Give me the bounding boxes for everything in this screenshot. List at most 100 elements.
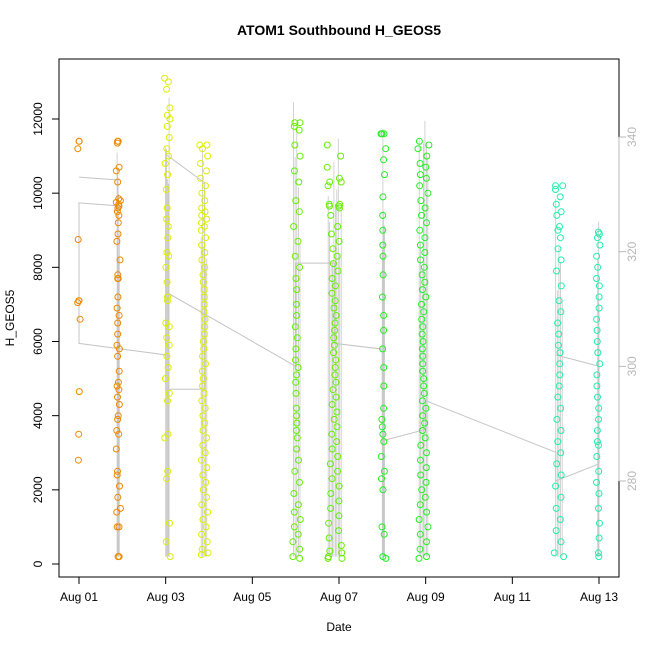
data-point (292, 345, 300, 353)
data-point (202, 234, 210, 242)
x-tick-label: Aug 13 (580, 590, 618, 604)
data-point (164, 297, 171, 305)
data-point (74, 299, 82, 307)
data-point (202, 167, 210, 175)
data-point (289, 538, 297, 546)
data-point (416, 545, 424, 553)
data-point (334, 223, 342, 230)
data-point (333, 423, 341, 431)
data-point (202, 360, 209, 368)
data-point (296, 119, 304, 127)
data-point (329, 260, 337, 268)
data-point (76, 315, 84, 323)
data-point (378, 130, 386, 138)
data-point (553, 211, 561, 219)
data-point (114, 293, 122, 301)
x-tick-label: Aug 05 (233, 590, 271, 604)
data-point (199, 338, 207, 345)
data-point (198, 501, 206, 509)
data-point (421, 204, 429, 212)
data-point (74, 236, 82, 243)
data-point (201, 404, 209, 412)
data-point (296, 545, 304, 553)
data-point (296, 263, 304, 271)
data-point (163, 145, 171, 153)
data-point (414, 145, 422, 153)
data-point (197, 226, 205, 234)
data-point (559, 182, 567, 190)
y-tick-label: 6000 (31, 328, 45, 355)
data-point (202, 523, 210, 531)
data-point (113, 139, 121, 147)
data-point (595, 490, 603, 497)
data-point (165, 152, 172, 160)
data-point (198, 145, 206, 153)
data-point (115, 401, 123, 408)
right-tick-label: 300 (625, 356, 639, 376)
data-point (422, 293, 430, 301)
flight-track-lines (200, 148, 208, 557)
data-point (292, 275, 300, 282)
data-point (328, 275, 336, 282)
data-point (419, 323, 427, 331)
data-point (291, 323, 299, 331)
data-point (557, 538, 565, 546)
data-point (416, 226, 424, 234)
data-point (204, 508, 212, 516)
data-point (419, 352, 427, 360)
chart-title: ATOM1 Southbound H_GEOS5 (237, 22, 441, 38)
data-point (379, 430, 387, 438)
data-point (163, 278, 171, 286)
data-point (378, 423, 386, 431)
data-point (293, 371, 301, 379)
x-axis-label: Date (326, 620, 352, 634)
data-point (198, 256, 206, 264)
data-point (162, 186, 170, 193)
data-point (416, 171, 424, 179)
data-point (163, 334, 171, 342)
data-point (333, 438, 341, 446)
data-point (380, 438, 388, 446)
data-point (114, 271, 122, 279)
data-point (379, 345, 387, 353)
data-point (557, 493, 565, 501)
data-point (164, 293, 171, 301)
data-point (294, 237, 302, 245)
data-point (290, 122, 298, 130)
data-point (296, 478, 303, 486)
data-point (327, 211, 335, 219)
data-point (165, 323, 173, 331)
data-point (553, 267, 560, 275)
data-point (115, 430, 123, 438)
data-point (114, 319, 122, 327)
data-point (203, 141, 211, 149)
data-point (293, 286, 301, 294)
data-point (201, 263, 209, 271)
data-point (166, 519, 173, 527)
background-line-layer (78, 97, 600, 557)
data-point (163, 475, 171, 483)
data-point (422, 464, 430, 472)
data-point (418, 211, 425, 219)
data-point (595, 467, 603, 475)
data-point (114, 553, 122, 561)
data-point (292, 197, 300, 205)
data-point (114, 330, 122, 338)
data-point (424, 189, 432, 197)
data-point (165, 389, 173, 397)
data-point (553, 415, 561, 423)
data-point (114, 493, 122, 501)
data-point (423, 538, 430, 546)
data-point (594, 549, 602, 557)
data-point (416, 241, 424, 249)
axes-layer: Aug 01 Aug 03 Aug 05 Aug 07 Aug 09 Aug 11 Aug … (31, 58, 639, 604)
data-point (292, 378, 300, 386)
data-point (379, 252, 387, 260)
data-point (557, 471, 565, 479)
data-point (292, 404, 300, 412)
data-point (115, 345, 123, 353)
data-point (292, 427, 300, 434)
data-point (74, 456, 82, 464)
data-point (296, 554, 304, 562)
data-point (378, 475, 385, 483)
